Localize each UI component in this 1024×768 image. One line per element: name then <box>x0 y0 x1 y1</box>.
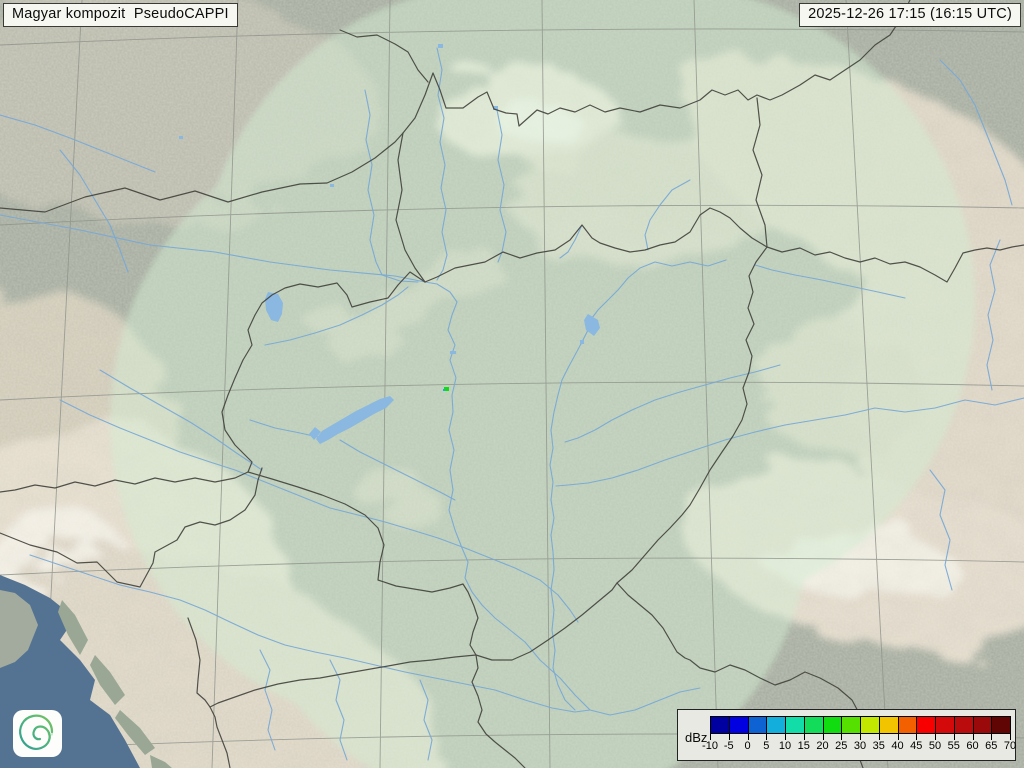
legend-tick <box>766 734 768 740</box>
legend-tick-label: 5 <box>763 740 770 752</box>
legend-tick-label: 30 <box>853 740 867 752</box>
product-title-label: Magyar kompozit PseudoCAPPI <box>3 3 238 27</box>
radar-echo <box>443 389 445 391</box>
legend-tick <box>785 734 786 740</box>
legend-cell <box>878 716 899 734</box>
legend-cell <box>728 716 749 734</box>
legend-unit-label: dBz <box>685 730 708 745</box>
legend-tick-label: 35 <box>872 740 885 752</box>
legend-tick <box>878 734 880 740</box>
legend-tick-label: 50 <box>928 740 942 752</box>
legend-tick-label: 60 <box>966 740 979 752</box>
legend-cell <box>935 716 955 734</box>
lakes <box>179 44 600 444</box>
legend-tick <box>822 734 824 740</box>
legend-cell <box>860 716 880 734</box>
legend-tick-label: 15 <box>797 740 810 752</box>
legend-tick-label: 40 <box>891 740 904 752</box>
istria-peninsula <box>0 590 38 668</box>
legend-tick-label: 10 <box>778 740 792 752</box>
legend-tick-label: 70 <box>1003 740 1017 752</box>
legend-tick-label: -5 <box>723 740 734 752</box>
lake-neusiedl <box>265 292 283 322</box>
legend-cell <box>916 716 936 734</box>
legend-tick-label: 65 <box>985 740 998 752</box>
dbz-legend: dBz -10 -5 0 5 10 15 20 25 30 35 40 45 50 55 60 65 70 <box>677 709 1016 761</box>
legend-color-cells <box>710 716 1011 734</box>
radar-coverage-area <box>110 0 975 768</box>
legend-tick <box>747 734 749 740</box>
legend-tick <box>803 734 805 740</box>
legend-tick <box>953 734 955 740</box>
legend-tick-label: -10 <box>702 740 718 752</box>
legend-cell <box>803 716 824 734</box>
legend-cell <box>972 716 993 734</box>
adriatic-islands <box>58 600 172 768</box>
legend-tick-label: 25 <box>835 740 848 752</box>
legend-cell <box>822 716 843 734</box>
legend-cell <box>766 716 786 734</box>
legend-tick <box>916 734 918 740</box>
hungaromet-swirl-logo <box>13 710 62 757</box>
legend-tick-label: 0 <box>744 740 751 752</box>
radar-echo <box>444 387 449 391</box>
lake-tisza <box>584 314 600 336</box>
legend-tick <box>897 734 899 740</box>
legend-tick <box>935 734 936 740</box>
legend-cell <box>710 716 730 734</box>
lake-balaton <box>316 396 394 444</box>
legend-tick <box>972 734 974 740</box>
legend-cell <box>991 716 1011 734</box>
legend-tick <box>710 734 711 740</box>
legend-cell <box>747 716 768 734</box>
legend-tick <box>860 734 861 740</box>
legend-cell <box>953 716 974 734</box>
legend-tick-label: 20 <box>816 740 829 752</box>
legend-tick <box>841 734 843 740</box>
legend-tick <box>991 734 993 740</box>
legend-cell <box>841 716 861 734</box>
rivers <box>0 47 1024 761</box>
radar-echoes <box>443 387 449 391</box>
legend-cell <box>785 716 805 734</box>
timestamp-label: 2025-12-26 17:15 (16:15 UTC) <box>799 3 1021 27</box>
legend-tick-label: 45 <box>910 740 923 752</box>
legend-cell <box>897 716 918 734</box>
legend-tick <box>1010 734 1011 740</box>
legend-tick <box>728 734 730 740</box>
legend-tick-label: 55 <box>947 740 960 752</box>
